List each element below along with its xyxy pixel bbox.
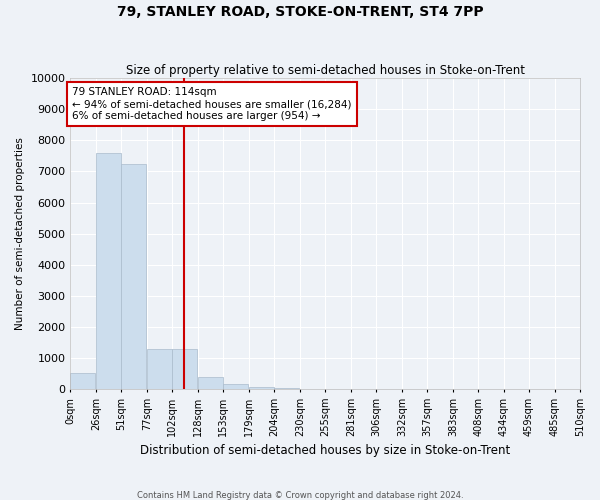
Title: Size of property relative to semi-detached houses in Stoke-on-Trent: Size of property relative to semi-detach… [126, 64, 525, 77]
Text: 79, STANLEY ROAD, STOKE-ON-TRENT, ST4 7PP: 79, STANLEY ROAD, STOKE-ON-TRENT, ST4 7P… [116, 5, 484, 19]
Bar [249, 386, 274, 389]
Bar [148, 348, 172, 389]
Bar [274, 388, 299, 389]
Text: Contains HM Land Registry data © Crown copyright and database right 2024.: Contains HM Land Registry data © Crown c… [137, 490, 463, 500]
Bar [70, 374, 95, 389]
X-axis label: Distribution of semi-detached houses by size in Stoke-on-Trent: Distribution of semi-detached houses by … [140, 444, 511, 458]
Bar [121, 164, 146, 389]
Text: 79 STANLEY ROAD: 114sqm
← 94% of semi-detached houses are smaller (16,284)
6% of: 79 STANLEY ROAD: 114sqm ← 94% of semi-de… [73, 88, 352, 120]
Bar [97, 153, 121, 389]
Bar [223, 384, 248, 389]
Bar [172, 348, 197, 389]
Y-axis label: Number of semi-detached properties: Number of semi-detached properties [15, 137, 25, 330]
Bar [199, 376, 223, 389]
